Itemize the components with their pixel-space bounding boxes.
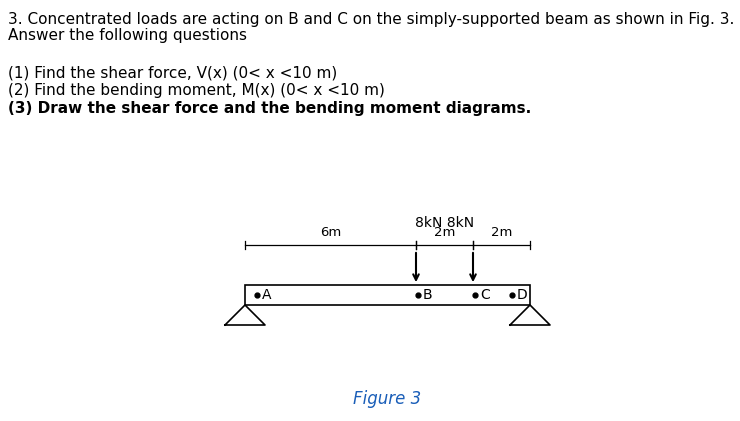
Text: C: C xyxy=(480,288,490,302)
Text: (3) Draw the shear force and the bending moment diagrams.: (3) Draw the shear force and the bending… xyxy=(8,101,531,116)
Text: (1) Find the shear force, V(x) (0< x <10 m): (1) Find the shear force, V(x) (0< x <10… xyxy=(8,65,337,80)
Text: 3. Concentrated loads are acting on B and C on the simply-supported beam as show: 3. Concentrated loads are acting on B an… xyxy=(8,12,734,27)
Text: 6m: 6m xyxy=(320,226,341,239)
Text: (2) Find the bending moment, M(x) (0< x <10 m): (2) Find the bending moment, M(x) (0< x … xyxy=(8,83,385,98)
Text: D: D xyxy=(517,288,528,302)
Text: 2m: 2m xyxy=(434,226,455,239)
Text: 2m: 2m xyxy=(491,226,512,239)
Bar xyxy=(245,285,530,305)
Text: Answer the following questions: Answer the following questions xyxy=(8,28,247,43)
Text: 8kN 8kN: 8kN 8kN xyxy=(415,216,474,230)
Text: B: B xyxy=(423,288,433,302)
Text: A: A xyxy=(262,288,272,302)
Text: Figure 3: Figure 3 xyxy=(354,390,422,408)
